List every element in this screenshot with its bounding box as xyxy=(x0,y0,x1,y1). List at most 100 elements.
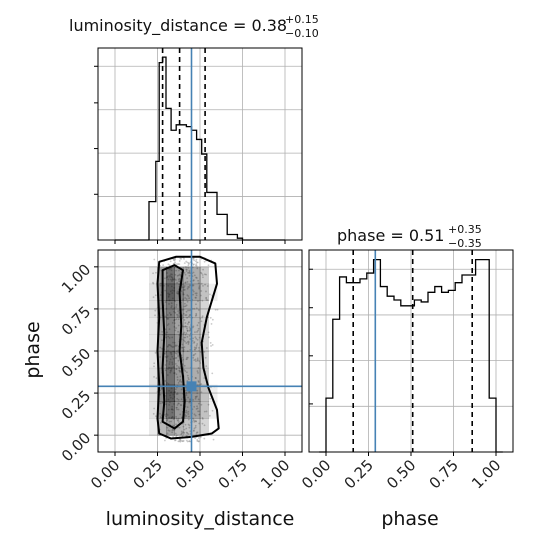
scatter-point xyxy=(193,341,195,344)
scatter-point xyxy=(163,284,165,287)
scatter-point xyxy=(198,360,201,363)
scatter-point xyxy=(161,333,164,336)
scatter-point xyxy=(164,413,166,416)
density-cell xyxy=(174,334,184,352)
scatter-point xyxy=(153,362,156,365)
scatter-point xyxy=(189,284,191,287)
scatter-point xyxy=(186,327,188,330)
density-cell xyxy=(174,266,184,285)
scatter-point xyxy=(168,430,171,432)
scatter-point xyxy=(193,348,196,351)
scatter-point xyxy=(161,339,163,342)
density-cell xyxy=(208,283,218,301)
scatter-point xyxy=(180,430,183,433)
scatter-point xyxy=(182,292,185,294)
scatter-point xyxy=(196,431,199,434)
scatter-point xyxy=(182,293,185,296)
scatter-point xyxy=(180,432,183,435)
scatter-point xyxy=(198,422,201,425)
scatter-point xyxy=(195,303,197,306)
scatter-point xyxy=(185,342,188,344)
scatter-point xyxy=(164,277,166,280)
scatter-point xyxy=(182,439,185,442)
scatter-point xyxy=(184,305,187,308)
density-cell xyxy=(183,401,192,419)
density-cell xyxy=(183,283,192,301)
y-tick-label-2: 0.50 xyxy=(58,345,94,381)
scatter-point xyxy=(201,316,204,319)
scatter-point xyxy=(161,401,164,404)
scatter-point xyxy=(175,327,177,329)
scatter-point xyxy=(174,279,177,281)
scatter-point xyxy=(211,344,214,346)
scatter-point xyxy=(185,431,188,434)
scatter-point xyxy=(175,406,178,409)
density-cell xyxy=(174,317,184,335)
scatter-point xyxy=(193,259,196,262)
scatter-point xyxy=(192,429,195,432)
scatter-point xyxy=(184,333,187,336)
density-cell xyxy=(191,300,201,318)
scatter-point xyxy=(176,364,178,367)
scatter-point xyxy=(176,419,179,422)
density-cell xyxy=(157,418,167,436)
scatter-point xyxy=(192,264,195,266)
scatter-point xyxy=(197,321,200,324)
scatter-point xyxy=(176,397,179,400)
scatter-point xyxy=(196,395,198,398)
scatter-point xyxy=(195,258,198,261)
scatter-point xyxy=(203,377,206,379)
scatter-point xyxy=(195,277,198,279)
scatter-point xyxy=(204,356,207,359)
scatter-point xyxy=(172,424,174,427)
scatter-point xyxy=(197,309,200,311)
scatter-point xyxy=(180,381,183,383)
scatter-point xyxy=(196,407,199,410)
scatter-point xyxy=(175,352,178,355)
scatter-point xyxy=(196,338,199,341)
scatter-point xyxy=(183,368,185,371)
scatter-point xyxy=(189,338,192,340)
scatter-point xyxy=(185,310,188,313)
scatter-point xyxy=(188,315,190,318)
scatter-point xyxy=(197,371,199,374)
scatter-point xyxy=(185,427,188,430)
scatter-point xyxy=(173,319,176,321)
scatter-point xyxy=(174,344,177,347)
scatter-point xyxy=(196,267,199,270)
scatter-point xyxy=(176,292,179,295)
density-cell xyxy=(157,351,167,369)
scatter-point xyxy=(191,266,194,269)
scatter-point xyxy=(167,263,170,266)
scatter-point xyxy=(201,416,204,419)
scatter-point xyxy=(192,271,195,274)
scatter-point xyxy=(187,343,190,345)
scatter-point xyxy=(205,290,207,293)
scatter-point xyxy=(188,426,191,429)
scatter-point xyxy=(209,316,212,319)
phase-title: phase = 0.51 xyxy=(337,226,444,245)
scatter-point xyxy=(187,376,190,379)
scatter-point xyxy=(196,359,199,362)
density-cell xyxy=(174,418,184,436)
scatter-point xyxy=(160,416,163,419)
scatter-point xyxy=(211,372,214,375)
scatter-point xyxy=(197,402,200,405)
scatter-point xyxy=(178,315,181,318)
density-cell xyxy=(174,384,184,402)
scatter-point xyxy=(178,263,181,265)
scatter-point xyxy=(216,308,219,311)
scatter-point xyxy=(203,410,206,413)
scatter-point xyxy=(203,424,206,427)
scatter-point xyxy=(203,437,206,440)
scatter-point xyxy=(176,281,178,284)
scatter-point xyxy=(184,322,187,324)
scatter-point xyxy=(177,263,180,265)
scatter-point xyxy=(194,336,197,338)
scatter-point xyxy=(179,439,182,442)
scatter-point xyxy=(195,314,198,316)
scatter-point xyxy=(173,318,176,321)
x-tick-label-4: 1.00 xyxy=(468,456,504,492)
scatter-point xyxy=(210,323,213,325)
x-tick-label-1: 0.25 xyxy=(130,456,166,492)
